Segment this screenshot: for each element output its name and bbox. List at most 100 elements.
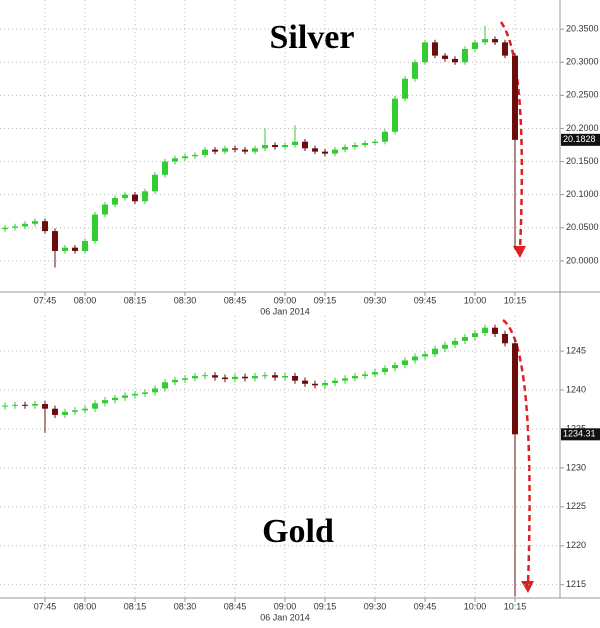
candle-body [512, 343, 518, 435]
candle-body [182, 156, 188, 159]
chart-title: Silver [270, 19, 355, 56]
x-tick-label: 09:45 [414, 601, 437, 611]
candle-body [502, 42, 508, 56]
x-tick-label: 09:45 [414, 295, 437, 305]
last-price-label: 20.1828 [563, 134, 596, 144]
candle-body [402, 360, 408, 366]
candle-body [492, 327, 498, 334]
candle-body [422, 42, 428, 63]
candle-body [372, 372, 378, 375]
x-tick-label: 09:00 [274, 601, 297, 611]
candle-body [352, 375, 358, 379]
candle-body [282, 145, 288, 147]
candle-body [202, 375, 208, 377]
candle-body [192, 375, 198, 379]
candle-body [452, 58, 458, 63]
x-tick-label: 08:30 [174, 295, 197, 305]
x-tick-label: 08:45 [224, 295, 247, 305]
x-tick-label: 09:15 [314, 601, 337, 611]
candle-body [472, 333, 478, 338]
candle-body [472, 42, 478, 49]
candle-body [342, 146, 348, 150]
x-tick-label: 09:30 [364, 295, 387, 305]
candle-body [482, 327, 488, 334]
candle-body [252, 148, 258, 152]
candle-body [52, 408, 58, 415]
last-price-tag [561, 133, 600, 146]
candle-body [182, 378, 188, 380]
candle-body [412, 62, 418, 79]
candle-body [92, 403, 98, 409]
arrow-head [513, 246, 526, 258]
candle-body [52, 231, 58, 251]
candle-body [232, 148, 238, 150]
y-tick-label: 1240 [566, 384, 586, 394]
candle-body [142, 392, 148, 394]
candle-body [392, 98, 398, 132]
candle-body [242, 149, 248, 152]
candle-body [62, 247, 68, 251]
y-tick-label: 20.3000 [566, 57, 599, 67]
candle-body [382, 368, 388, 373]
candle-body [242, 376, 248, 379]
candle-body [72, 247, 78, 251]
candle-body [342, 378, 348, 381]
candle-body [512, 55, 518, 140]
candle-body [302, 141, 308, 149]
candle-body [462, 48, 468, 63]
candle-body [12, 226, 18, 228]
candle-body [322, 151, 328, 154]
last-price-label: 1234.31 [563, 429, 596, 439]
candle-body [32, 221, 38, 224]
candle-body [42, 404, 48, 409]
candle-body [172, 158, 178, 162]
x-tick-label: 07:45 [34, 601, 57, 611]
y-tick-label: 20.0500 [566, 222, 599, 232]
candle-body [292, 375, 298, 381]
last-price-tag [561, 428, 600, 441]
candle-body [132, 194, 138, 202]
x-axis-label: 06 Jan 2014 [260, 306, 310, 316]
candle-body [22, 404, 28, 406]
candle-body [92, 214, 98, 242]
x-tick-label: 08:15 [124, 601, 147, 611]
candle-body [122, 194, 128, 198]
candle-body [482, 39, 488, 43]
x-tick-label: 09:30 [364, 601, 387, 611]
y-tick-label: 1230 [566, 462, 586, 472]
candle-body [122, 395, 128, 398]
candle-body [222, 377, 228, 380]
candle-body [262, 375, 268, 377]
chart-title: Gold [262, 513, 334, 550]
candle-body [352, 145, 358, 147]
candle-body [32, 404, 38, 406]
x-tick-label: 07:45 [34, 295, 57, 305]
candle-body [362, 374, 368, 376]
candle-body [462, 337, 468, 341]
y-tick-label: 20.0000 [566, 255, 599, 265]
candle-body [142, 191, 148, 202]
candle-body [272, 145, 278, 147]
x-tick-label: 09:15 [314, 295, 337, 305]
candle-body [422, 354, 428, 357]
x-tick-label: 10:15 [504, 295, 527, 305]
candle-body [192, 154, 198, 157]
candle-body [312, 383, 318, 386]
y-tick-label: 1220 [566, 540, 586, 550]
x-tick-label: 10:15 [504, 601, 527, 611]
x-tick-label: 08:45 [224, 601, 247, 611]
candle-body [102, 400, 108, 404]
candle-body [252, 375, 258, 379]
candle-body [72, 410, 78, 412]
candle-body [82, 241, 88, 251]
candle-body [132, 393, 138, 396]
x-axis-label: 06 Jan 2014 [260, 612, 310, 622]
candle-body [62, 411, 68, 415]
x-tick-label: 10:00 [464, 295, 487, 305]
y-tick-label: 20.1500 [566, 156, 599, 166]
y-tick-label: 1245 [566, 345, 586, 355]
candle-body [22, 223, 28, 227]
x-tick-label: 08:30 [174, 601, 197, 611]
x-tick-label: 08:00 [74, 295, 97, 305]
